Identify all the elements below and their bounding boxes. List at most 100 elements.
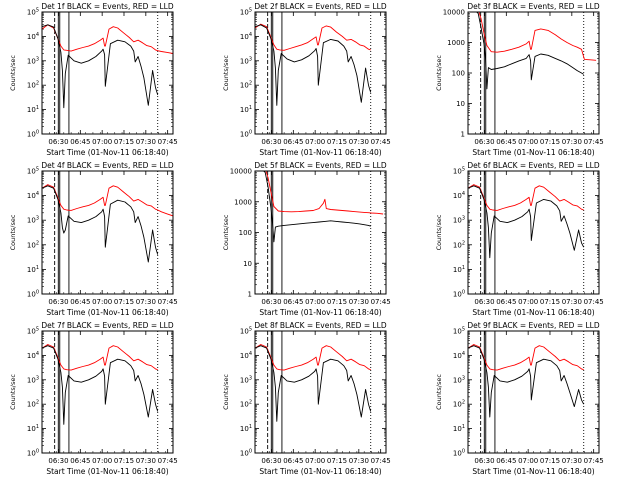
lld-series-line — [255, 344, 371, 371]
x-tick-label: 07:30 — [349, 298, 369, 306]
detector-panel-6: Det 6f BLACK = Events, RED = LLD Counts/s… — [435, 161, 604, 317]
events-series-line — [42, 24, 159, 109]
x-tick-label: 07:30 — [349, 457, 369, 465]
axes-frame — [254, 11, 387, 135]
x-axis-label: Start Time (01-Nov-11 06:18:40) — [472, 308, 594, 317]
x-tick-label: 06:30 — [261, 298, 281, 306]
x-tick-label: 06:45 — [283, 138, 303, 146]
plot-area — [42, 171, 173, 294]
y-tick-label: 105 — [240, 8, 252, 17]
x-tick-label: 07:15 — [540, 457, 560, 465]
x-tick-label: 06:45 — [496, 298, 516, 306]
y-tick-label: 10000 — [230, 168, 252, 176]
y-tick-label: 100 — [27, 290, 39, 299]
events-series-line — [468, 345, 585, 418]
x-tick-label: 06:45 — [283, 298, 303, 306]
y-tick-label: 100 — [239, 229, 252, 237]
y-axis-label: Counts/sec — [222, 374, 230, 410]
x-tick-label: 07:15 — [114, 298, 134, 306]
plot-area — [42, 331, 159, 453]
x-tick-label: 06:30 — [474, 138, 494, 146]
events-series-line — [255, 24, 372, 106]
x-tick-label: 07:30 — [136, 298, 156, 306]
x-ticks: 06:30 06:45 07:00 07:15 07:30 07:45 — [467, 331, 604, 465]
y-tick-label: 100 — [240, 449, 252, 458]
x-tick-label: 07:00 — [305, 138, 325, 146]
events-series-line — [262, 171, 371, 243]
panel-title: Det 8f BLACK = Events, RED = LLD — [254, 321, 387, 330]
x-tick-label: 07:00 — [92, 138, 112, 146]
y-axis-label: Counts/sec — [9, 374, 17, 410]
x-ticks: 06:30 06:45 07:00 07:15 07:30 07:45 — [467, 12, 604, 146]
y-tick-label: 104 — [27, 191, 39, 200]
x-tick-label: 07:45 — [158, 138, 178, 146]
detector-panel-2: Det 2f BLACK = Events, RED = LLD Counts/s… — [222, 2, 391, 157]
x-tick-label: 07:00 — [518, 138, 538, 146]
y-tick-label: 105 — [27, 167, 39, 176]
y-ticks: 100 101 102 103 104 105 — [453, 167, 599, 299]
y-tick-label: 102 — [27, 400, 39, 409]
detector-panel-5: Det 5f BLACK = Events, RED = LLD Counts/s… — [222, 161, 391, 317]
y-ticks: 1 10 100 1000 10000 — [230, 168, 386, 299]
x-tick-label: 07:45 — [371, 457, 391, 465]
x-tick-label: 07:45 — [584, 457, 604, 465]
lld-series-line — [265, 171, 384, 215]
x-ticks: 06:30 06:45 07:00 07:15 07:30 07:45 — [41, 331, 178, 465]
x-tick-label: 07:30 — [136, 457, 156, 465]
y-ticks: 100 101 102 103 104 105 — [27, 8, 173, 139]
lld-series-line — [468, 184, 584, 211]
plot-area — [262, 171, 384, 294]
y-axis-label: Counts/sec — [435, 214, 443, 250]
lld-series-line — [478, 12, 597, 61]
y-tick-label: 103 — [240, 56, 252, 65]
y-axis-label: Counts/sec — [222, 55, 230, 91]
y-tick-label: 101 — [453, 265, 465, 274]
y-tick-label: 103 — [27, 375, 39, 384]
y-tick-label: 102 — [240, 400, 252, 409]
y-tick-label: 100 — [453, 290, 465, 299]
y-tick-label: 1000 — [447, 39, 465, 47]
y-tick-label: 102 — [453, 240, 465, 249]
x-tick-label: 07:15 — [114, 138, 134, 146]
y-tick-label: 104 — [27, 32, 39, 41]
y-tick-label: 1 — [248, 291, 252, 299]
y-ticks: 100 101 102 103 104 105 — [453, 327, 599, 458]
detector-panel-8: Det 8f BLACK = Events, RED = LLD Counts/s… — [222, 321, 391, 476]
panel-title: Det 6f BLACK = Events, RED = LLD — [467, 161, 600, 170]
x-tick-label: 07:15 — [540, 298, 560, 306]
y-tick-label: 101 — [240, 105, 252, 114]
lld-series-line — [42, 184, 173, 217]
lld-series-line — [468, 344, 584, 371]
y-tick-label: 102 — [453, 400, 465, 409]
axes-frame — [254, 170, 387, 295]
y-tick-label: 100 — [27, 130, 39, 139]
x-tick-label: 07:00 — [305, 457, 325, 465]
y-tick-label: 100 — [453, 449, 465, 458]
axes-frame — [467, 11, 600, 135]
y-tick-label: 105 — [240, 327, 252, 336]
y-tick-label: 1 — [461, 131, 465, 139]
x-tick-label: 06:45 — [283, 457, 303, 465]
axes-frame — [41, 11, 174, 135]
x-tick-label: 07:15 — [327, 298, 347, 306]
plot-area — [42, 12, 173, 134]
x-tick-label: 07:15 — [114, 457, 134, 465]
x-tick-label: 07:00 — [305, 298, 325, 306]
x-axis-label: Start Time (01-Nov-11 06:18:40) — [259, 308, 381, 317]
y-tick-label: 105 — [27, 327, 39, 336]
y-tick-label: 102 — [240, 81, 252, 90]
y-tick-label: 10 — [243, 260, 252, 268]
y-axis-label: Counts/sec — [9, 214, 17, 250]
detector-panel-1: Det 1f BLACK = Events, RED = LLD Counts/s… — [9, 2, 178, 157]
plot-area — [475, 12, 597, 134]
x-tick-label: 06:45 — [496, 457, 516, 465]
x-axis-label: Start Time (01-Nov-11 06:18:40) — [46, 467, 168, 476]
x-tick-label: 06:45 — [70, 298, 90, 306]
x-tick-label: 07:45 — [158, 457, 178, 465]
x-tick-label: 07:45 — [158, 298, 178, 306]
y-ticks: 100 101 102 103 104 105 — [240, 8, 386, 139]
y-tick-label: 101 — [27, 424, 39, 433]
x-tick-label: 07:45 — [371, 298, 391, 306]
axes-frame — [467, 170, 600, 295]
